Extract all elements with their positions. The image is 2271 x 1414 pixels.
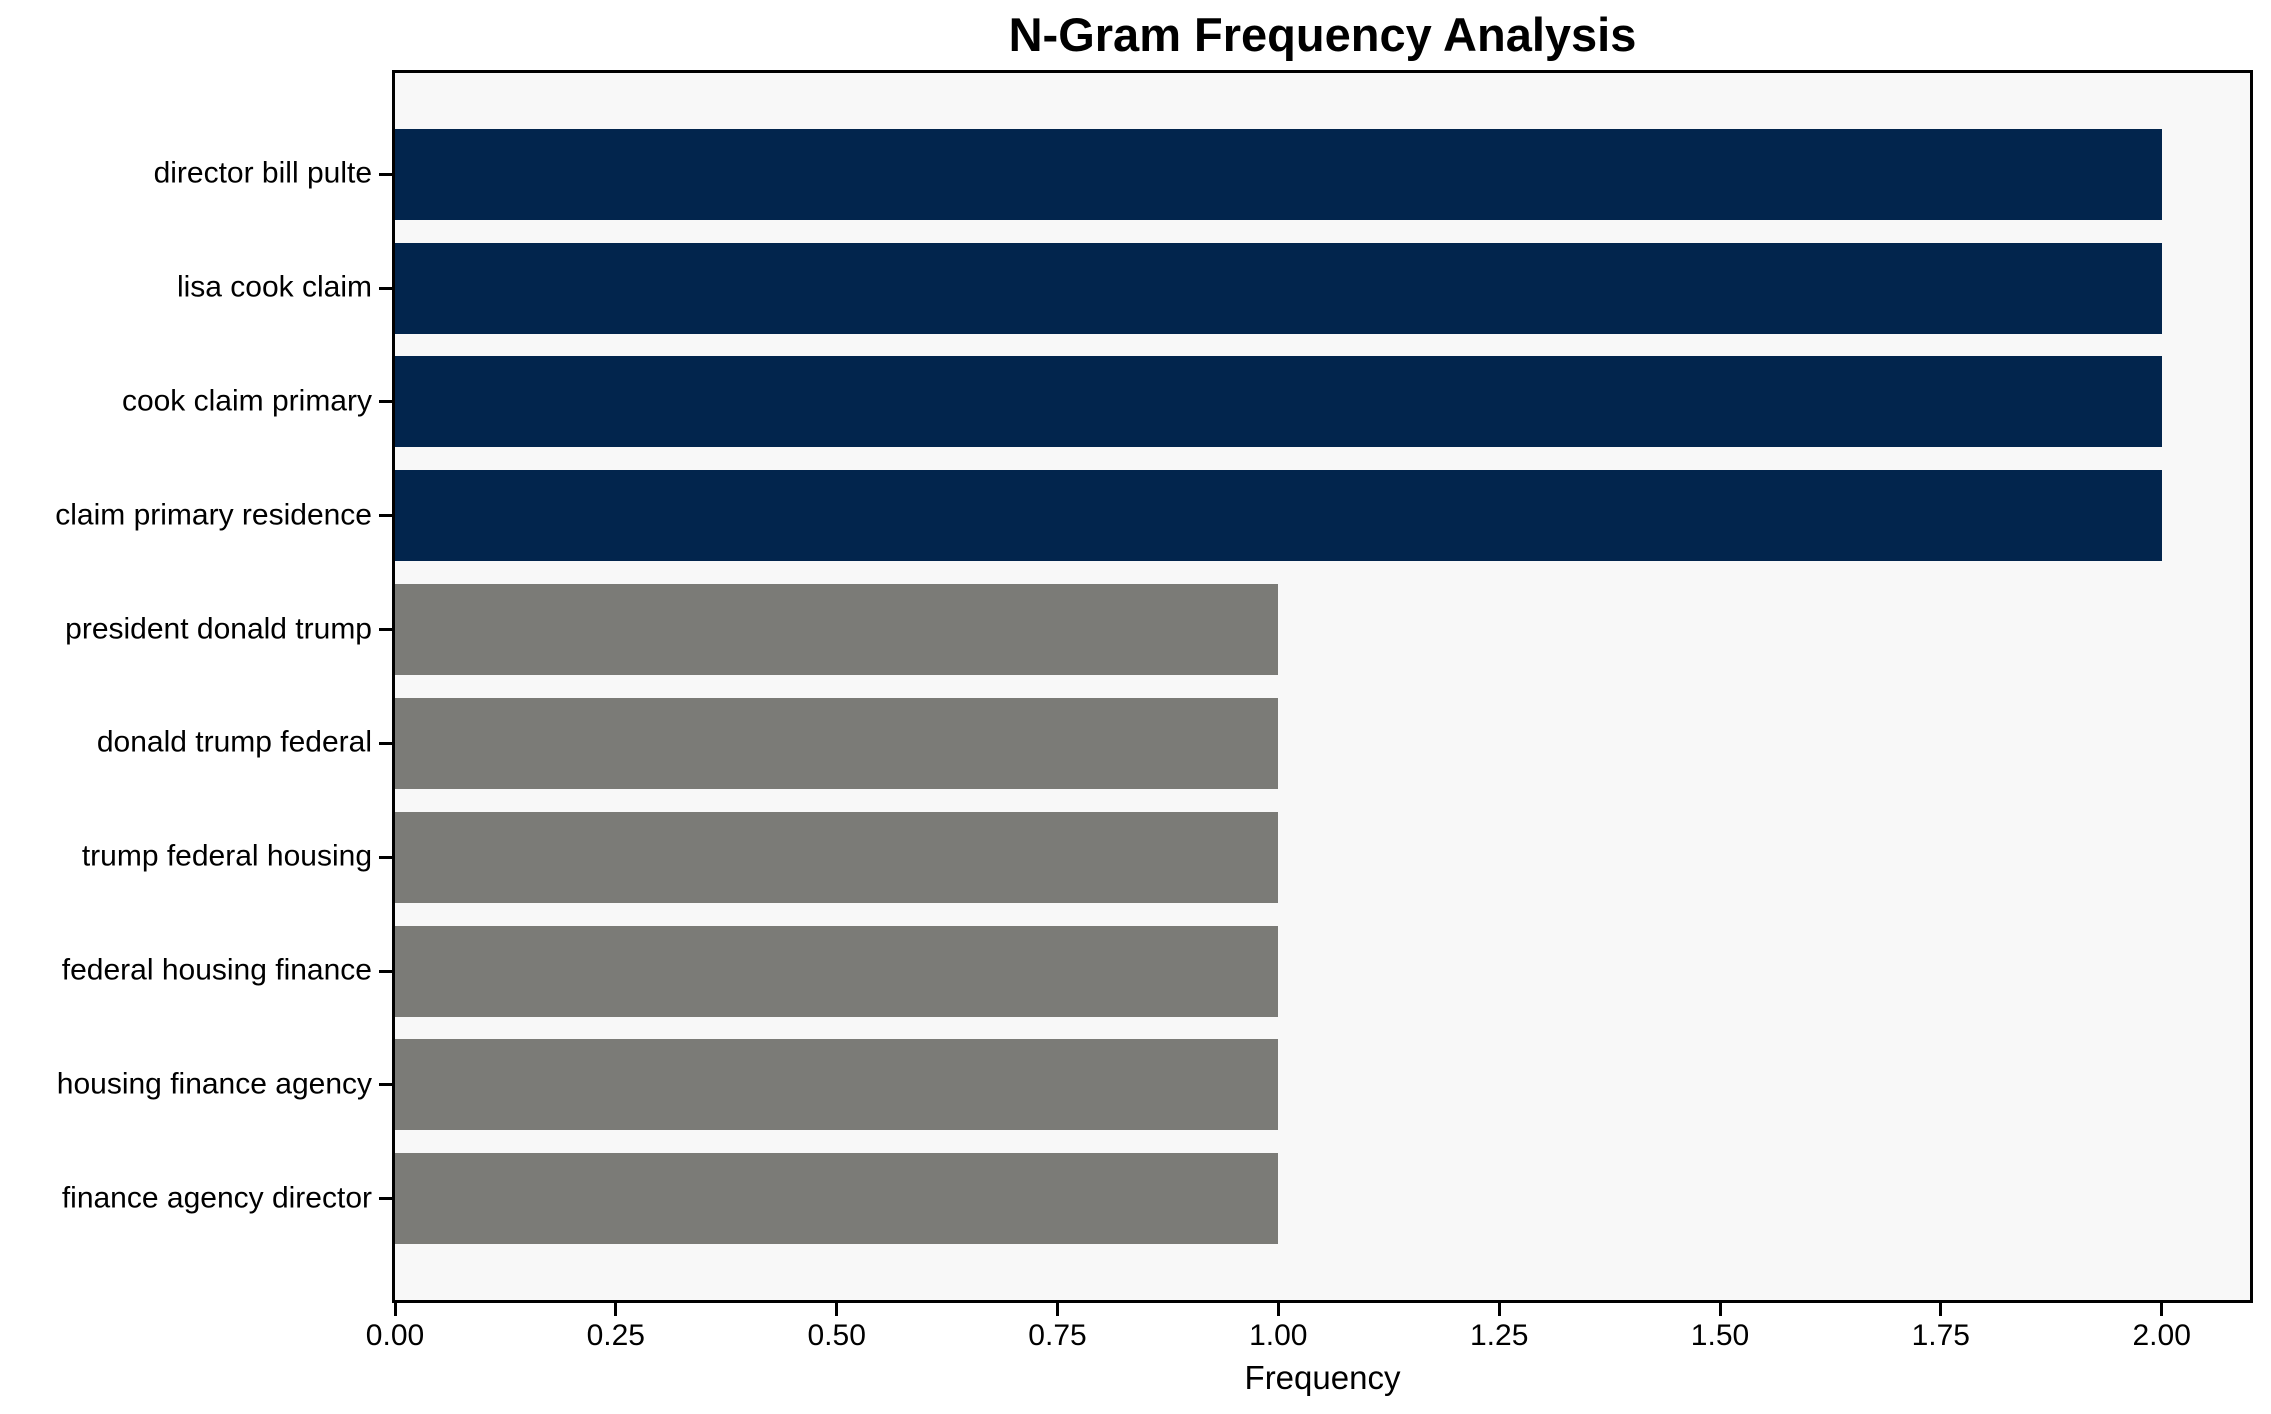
y-axis-tick xyxy=(379,514,392,518)
x-axis-tick xyxy=(1718,1303,1722,1316)
bar xyxy=(395,1039,1279,1131)
chart-title: N-Gram Frequency Analysis xyxy=(1008,8,1637,61)
x-axis-tick-label: 0.25 xyxy=(586,1319,645,1352)
y-axis-tick-label: director bill pulte xyxy=(153,156,372,190)
plot-area xyxy=(392,70,2253,1303)
x-axis-tick-label: 0.50 xyxy=(807,1319,866,1352)
y-axis-tick-label: finance agency director xyxy=(61,1181,372,1215)
x-axis-tick-label: 1.50 xyxy=(1690,1319,1750,1352)
y-axis-tick xyxy=(379,1083,392,1087)
x-axis-tick xyxy=(614,1303,618,1316)
bar xyxy=(395,242,2162,334)
y-axis-tick-label: president donald trump xyxy=(65,611,372,645)
y-axis-tick-label: cook claim primary xyxy=(121,384,372,418)
x-axis-tick-label: 1.75 xyxy=(1911,1319,1970,1352)
y-axis-tick-label: federal housing finance xyxy=(61,953,372,987)
y-axis-tick xyxy=(379,172,392,176)
bar xyxy=(395,697,1279,789)
y-axis-tick xyxy=(379,741,392,745)
x-axis-tick xyxy=(1056,1303,1059,1316)
x-axis-tick-label: 2.00 xyxy=(2132,1319,2191,1352)
x-axis-tick xyxy=(1497,1303,1501,1316)
y-axis-tick-label: lisa cook claim xyxy=(176,270,372,304)
y-axis-tick-label: trump federal housing xyxy=(81,839,372,873)
x-axis-tick xyxy=(835,1303,839,1316)
bar xyxy=(395,356,2162,448)
y-axis-tick-label: claim primary residence xyxy=(55,498,372,532)
x-axis-tick-label: 0.00 xyxy=(365,1319,425,1352)
bar xyxy=(395,128,2162,220)
y-axis-tick-label: housing finance agency xyxy=(56,1067,372,1101)
y-axis-tick xyxy=(379,1197,392,1201)
x-axis-label: Frequency xyxy=(1244,1359,1401,1396)
x-axis-tick xyxy=(1939,1303,1943,1316)
y-axis-tick xyxy=(379,969,392,973)
bar xyxy=(395,925,1279,1017)
y-axis-tick-label: donald trump federal xyxy=(96,725,372,759)
y-axis-tick xyxy=(379,855,392,859)
x-axis-tick xyxy=(1276,1303,1280,1316)
bar xyxy=(395,811,1279,903)
bar xyxy=(395,584,1279,676)
y-axis-tick xyxy=(379,286,392,290)
y-axis-tick xyxy=(379,400,392,404)
bar xyxy=(395,470,2162,562)
x-axis-tick xyxy=(393,1303,397,1316)
x-axis-tick xyxy=(2160,1303,2164,1316)
x-axis-tick-label: 1.25 xyxy=(1469,1319,1529,1352)
bar xyxy=(395,1153,1279,1245)
x-axis-tick-label: 1.00 xyxy=(1249,1319,1308,1352)
y-axis-tick xyxy=(379,628,392,632)
x-axis-tick-label: 0.75 xyxy=(1028,1319,1087,1352)
